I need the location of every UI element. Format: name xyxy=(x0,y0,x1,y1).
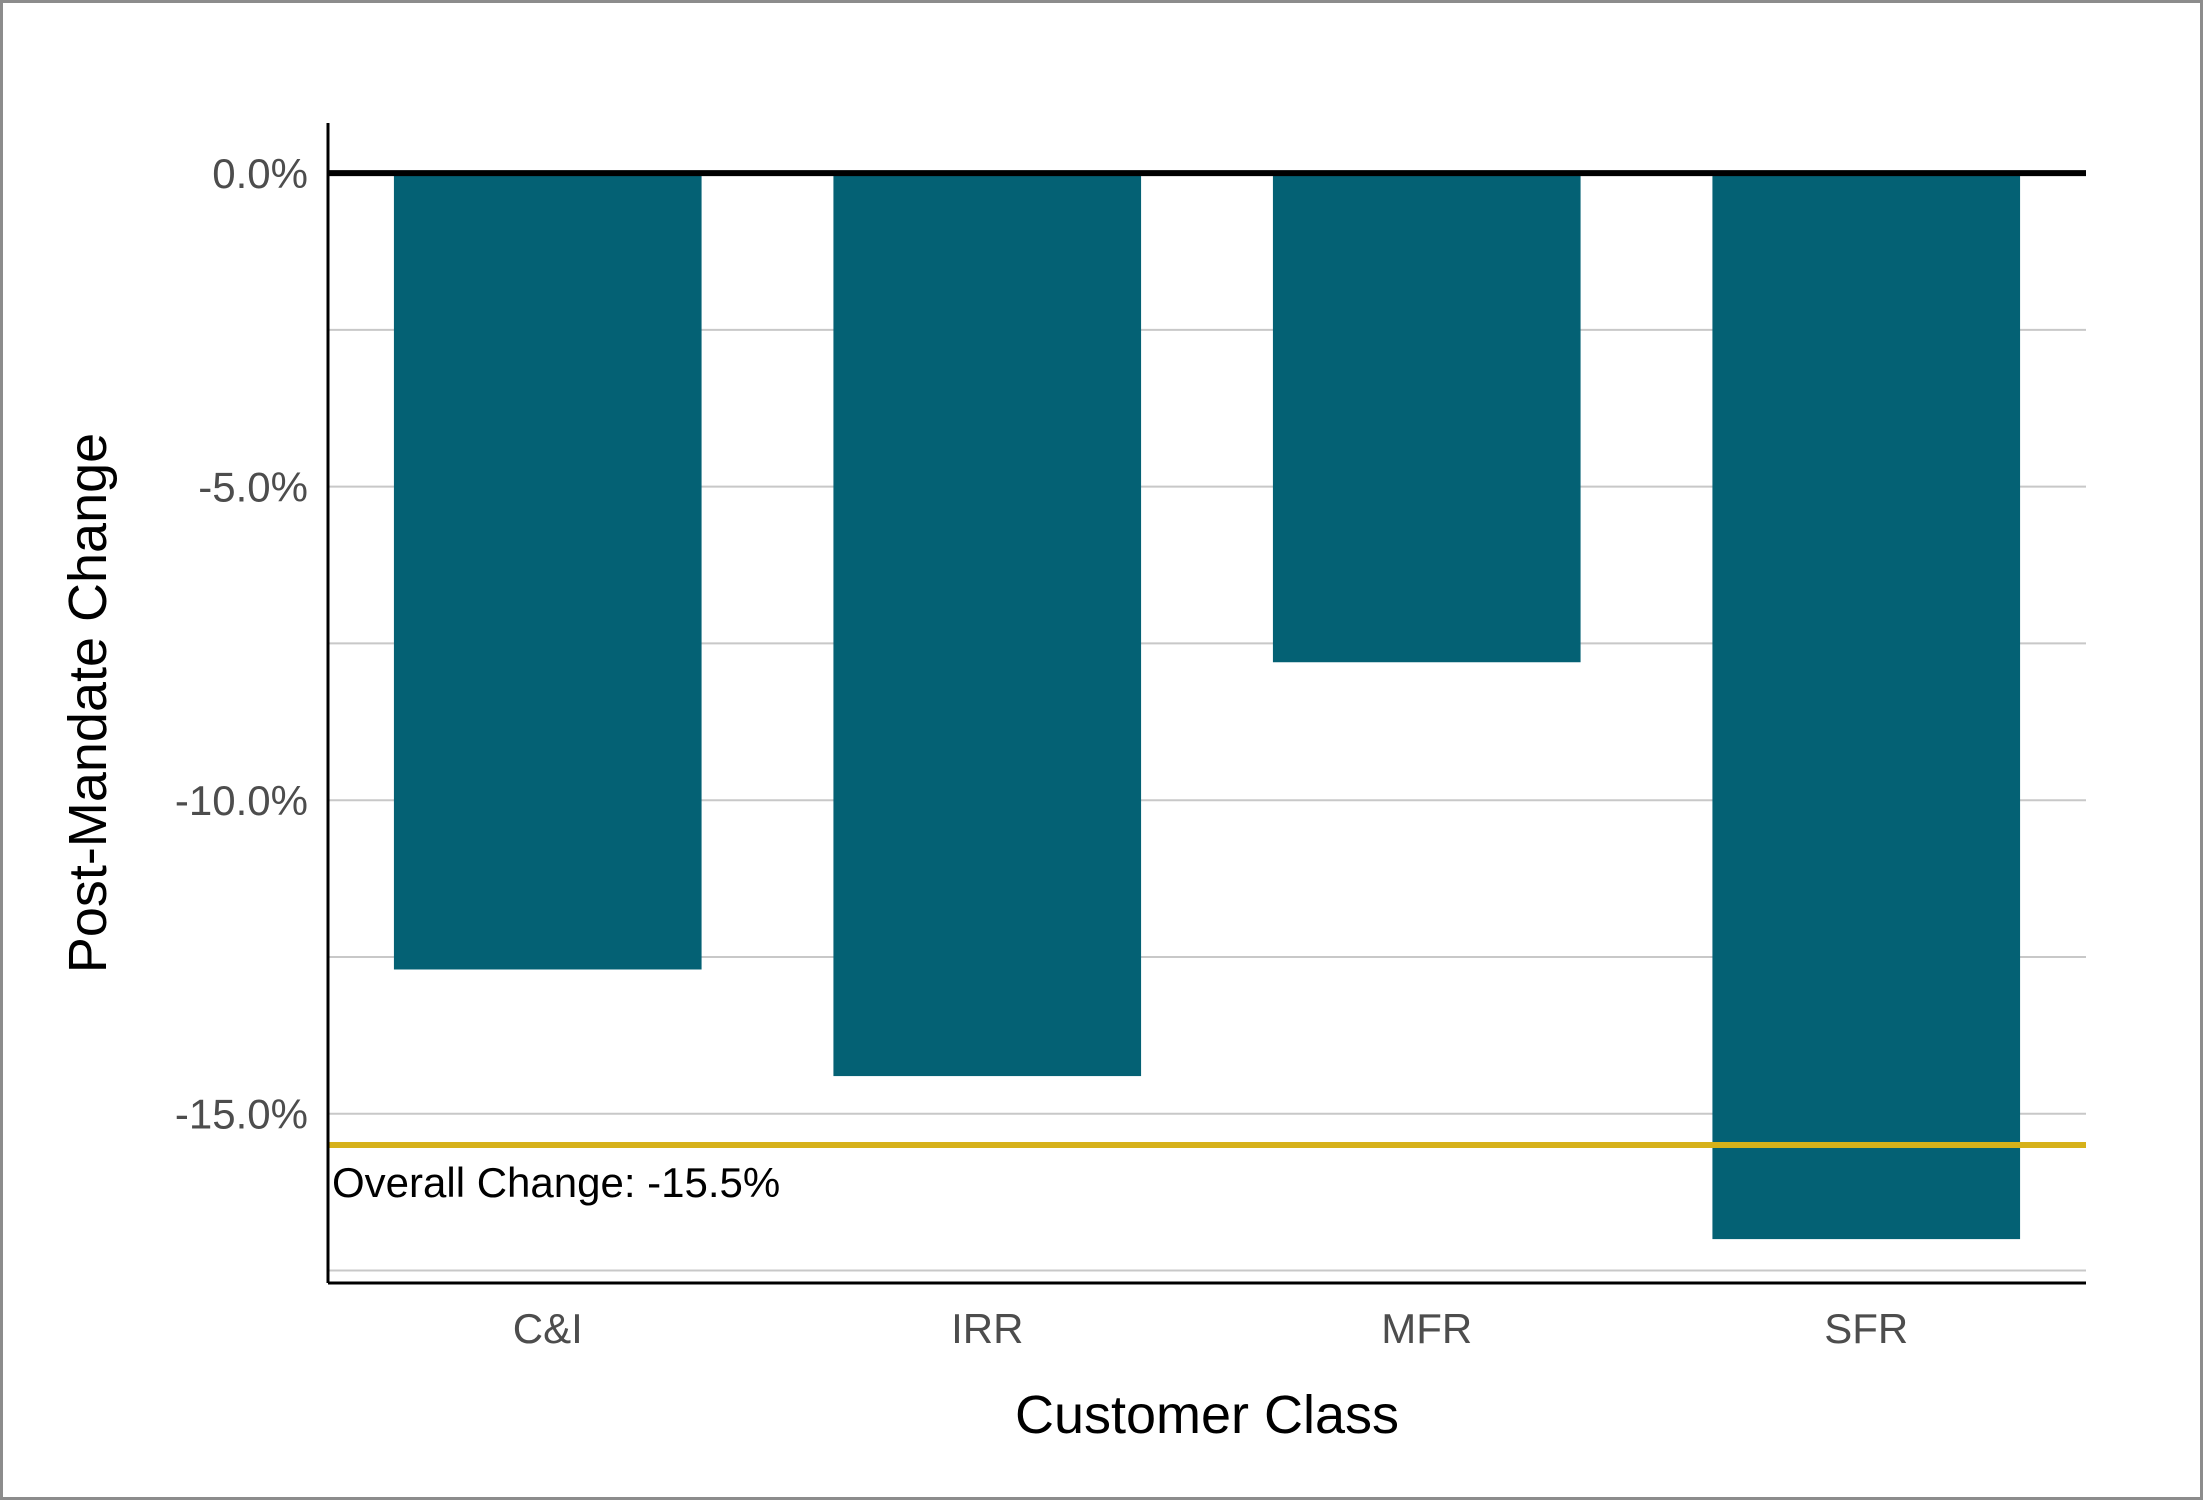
y-tick-label: -15.0% xyxy=(175,1091,308,1138)
overall-change-label: Overall Change: -15.5% xyxy=(332,1159,780,1206)
y-tick-label: -10.0% xyxy=(175,777,308,824)
bar-irr xyxy=(833,173,1142,1077)
x-tick-label: MFR xyxy=(1381,1305,1472,1352)
tick-labels: 0.0% -5.0% -10.0% -15.0% C&I IRR MFR SFR xyxy=(175,150,1908,1352)
bar-chart: Overall Change: -15.5% 0.0% -5.0% -10.0% -1… xyxy=(58,123,2086,1445)
axes xyxy=(326,123,2086,1285)
x-axis-title: Customer Class xyxy=(1015,1385,1399,1445)
reference-line-group: Overall Change: -15.5% xyxy=(328,1142,2086,1206)
y-axis-title: Post-Mandate Change xyxy=(58,433,118,973)
x-tick-label: C&I xyxy=(513,1305,583,1352)
bar-c-i xyxy=(393,173,702,970)
x-tick-label: IRR xyxy=(951,1305,1023,1352)
x-tick-label: SFR xyxy=(1824,1305,1908,1352)
bars xyxy=(393,173,2021,1240)
bar-sfr xyxy=(1712,173,2021,1240)
y-tick-label: 0.0% xyxy=(212,150,308,197)
y-tick-label: -5.0% xyxy=(198,464,308,511)
bar-mfr xyxy=(1272,173,1581,663)
